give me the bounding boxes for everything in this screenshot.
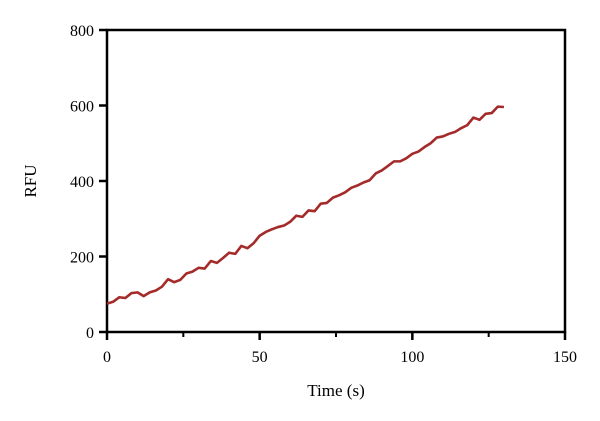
y-axis: 0 200 400 600 800	[70, 23, 107, 342]
y-tick-label: 400	[70, 174, 94, 191]
y-tick-label: 600	[70, 99, 94, 116]
plot-frame	[105, 28, 567, 334]
x-tick-label: 150	[553, 349, 577, 366]
x-tick-label: 0	[103, 349, 111, 366]
x-axis: 0 50 100 150	[103, 332, 577, 366]
y-tick-label: 800	[70, 23, 94, 40]
x-tick-label: 50	[252, 349, 268, 366]
y-tick-label: 200	[70, 250, 94, 267]
y-axis-label: RFU	[21, 164, 40, 197]
series-line	[106, 105, 505, 305]
x-axis-label: Time (s)	[307, 381, 364, 400]
y-tick-label: 0	[86, 325, 94, 342]
x-tick-label: 100	[400, 349, 424, 366]
